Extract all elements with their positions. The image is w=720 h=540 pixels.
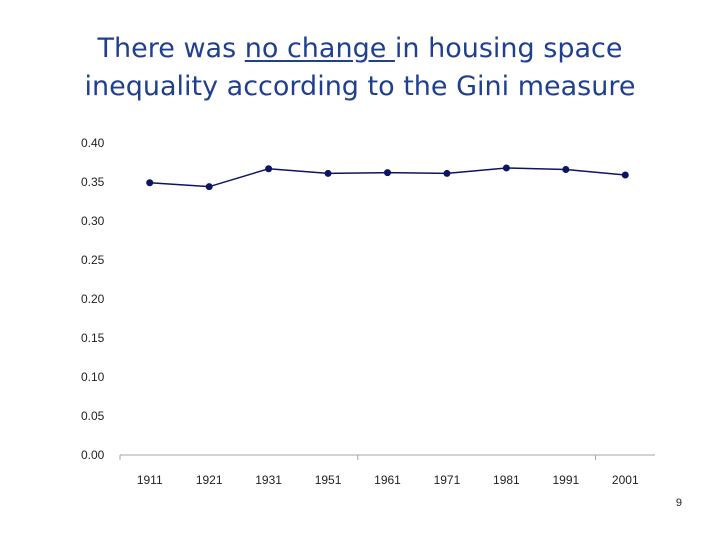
title-underlined-phrase: no change [244,33,395,64]
data-point-marker [265,165,273,173]
data-point-marker [205,183,213,191]
data-point-marker [562,166,570,174]
x-tick-label: 2001 [612,473,639,487]
title-line-2: inequality according to the Gini measure [84,71,636,102]
y-tick-label: 0.10 [81,370,105,384]
x-tick-label: 1981 [493,473,520,487]
data-point-marker [443,169,451,177]
y-tick-label: 0.40 [81,136,105,150]
x-tick-label: 1931 [255,473,282,487]
y-tick-label: 0.15 [81,331,105,345]
y-tick-label: 0.20 [81,292,105,306]
x-tick-label: 1951 [315,473,342,487]
slide-title: There was no change in housing space ine… [0,30,720,106]
title-line-1-post: in housing space [394,33,623,64]
x-tick-label: 1961 [374,473,401,487]
data-point-marker [384,169,391,177]
x-tick-label: 1971 [434,473,461,487]
data-point-marker [324,169,332,177]
page-number: 9 [675,497,682,509]
x-tick-label: 1991 [552,473,579,487]
y-tick-label: 0.00 [81,448,105,462]
y-tick-label: 0.05 [81,409,105,423]
x-tick-label: 1921 [196,473,223,487]
y-tick-label: 0.30 [81,214,105,228]
y-tick-label: 0.25 [81,253,105,267]
data-point-marker [621,171,629,179]
data-point-marker [502,164,510,172]
y-tick-label: 0.35 [81,175,105,189]
title-line-1: There was no change in housing space [0,30,720,68]
data-point-marker [146,179,154,187]
x-tick-label: 1911 [137,473,163,487]
title-line-1-pre: There was [97,33,245,64]
